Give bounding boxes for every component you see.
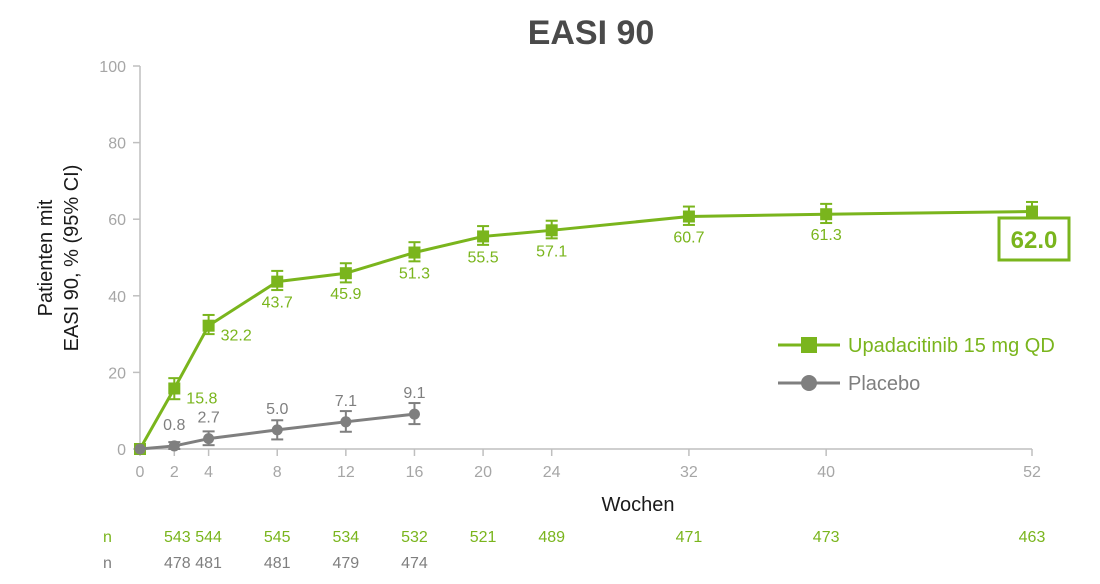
series-layer (134, 200, 1038, 455)
n-row-upadacitinib: n 543 544 545 534 532 521 489 471 473 463 (103, 529, 1045, 546)
n-count: 489 (538, 529, 565, 546)
x-tick-label: 2 (170, 464, 179, 481)
x-tick-label: 0 (136, 464, 145, 481)
data-point (168, 440, 180, 452)
data-label: 51.3 (399, 266, 430, 283)
data-label: 61.3 (811, 227, 842, 244)
data-point (202, 319, 215, 332)
y-tick-label: 20 (108, 365, 126, 382)
y-axis-label: Patienten mit EASI 90, % (95% CI) (35, 165, 83, 352)
n-count: 463 (1019, 529, 1046, 546)
n-count: 474 (401, 555, 428, 572)
data-point (1026, 205, 1038, 218)
x-tick-label: 20 (474, 464, 492, 481)
legend-marker-square (801, 337, 817, 353)
series-placebo (134, 402, 421, 455)
data-label: 60.7 (673, 230, 704, 247)
data-label: 15.8 (186, 390, 217, 407)
data-labels: 15.8 32.2 43.7 45.9 51.3 55.5 57.1 60.7 61.3 0.8 2… (163, 227, 842, 434)
data-point (134, 443, 146, 455)
y-axis-label-line2: EASI 90, % (95% CI) (61, 165, 83, 352)
data-label: 2.7 (197, 410, 219, 427)
n-count: 532 (401, 529, 428, 546)
x-tick-label: 52 (1023, 464, 1041, 481)
n-count: 544 (195, 529, 222, 546)
data-label: 45.9 (330, 286, 361, 303)
y-tick-label: 100 (99, 59, 126, 76)
n-row-label: n (103, 529, 112, 546)
data-label: 5.0 (266, 401, 288, 418)
final-value-text: 62.0 (1011, 227, 1058, 254)
legend: Upadacitinib 15 mg QD Placebo (778, 335, 1055, 395)
n-count: 534 (332, 529, 359, 546)
data-label: 57.1 (536, 243, 567, 260)
data-point (168, 382, 181, 395)
data-point (408, 408, 420, 420)
data-label: 9.1 (403, 385, 425, 402)
legend-item-upadacitinib: Upadacitinib 15 mg QD (778, 335, 1055, 357)
x-tick-label: 8 (273, 464, 282, 481)
data-point (477, 230, 490, 243)
data-point (203, 433, 215, 445)
n-count: 481 (264, 555, 291, 572)
series-line-placebo (139, 412, 415, 451)
final-value-box (997, 216, 1071, 262)
x-tick-label: 4 (204, 464, 213, 481)
n-count: 545 (264, 529, 291, 546)
data-point (271, 275, 284, 288)
legend-label-placebo: Placebo (848, 373, 920, 395)
legend-item-placebo: Placebo (778, 373, 920, 395)
n-count: 471 (676, 529, 703, 546)
n-count: 473 (813, 529, 840, 546)
data-point (271, 424, 283, 436)
data-point (339, 267, 352, 280)
data-label: 43.7 (262, 295, 293, 312)
data-point (820, 208, 833, 221)
y-tick-label: 60 (108, 212, 126, 229)
x-axis-label: Wochen (601, 494, 674, 516)
n-row-placebo: n 478 481 481 479 474 (103, 555, 428, 572)
n-count: 543 (164, 529, 191, 546)
n-count: 478 (164, 555, 191, 572)
data-point (408, 246, 421, 259)
y-axis-label-line1: Patienten mit (35, 199, 57, 316)
x-tick-label: 24 (543, 464, 561, 481)
n-count: 479 (332, 555, 359, 572)
y-tick-label: 80 (108, 136, 126, 153)
data-label: 55.5 (468, 249, 499, 266)
final-value-highlight: 62.0 (997, 216, 1071, 262)
x-tick-label: 32 (680, 464, 698, 481)
data-label: 32.2 (221, 328, 252, 345)
data-point (545, 224, 558, 237)
y-tick-label: 40 (108, 289, 126, 306)
n-count: 481 (195, 555, 222, 572)
data-point (340, 416, 352, 428)
x-tick-label: 12 (337, 464, 355, 481)
x-tick-label: 16 (406, 464, 424, 481)
n-count: 521 (470, 529, 497, 546)
legend-label-upadacitinib: Upadacitinib 15 mg QD (848, 335, 1055, 357)
data-point (682, 210, 695, 223)
chart-title: EASI 90 (528, 14, 655, 52)
y-tick-label: 0 (117, 442, 126, 459)
legend-marker-circle (801, 375, 817, 391)
data-label: 0.8 (163, 417, 185, 434)
x-tick-label: 40 (817, 464, 835, 481)
n-row-label: n (103, 555, 112, 572)
data-label: 7.1 (335, 393, 357, 410)
